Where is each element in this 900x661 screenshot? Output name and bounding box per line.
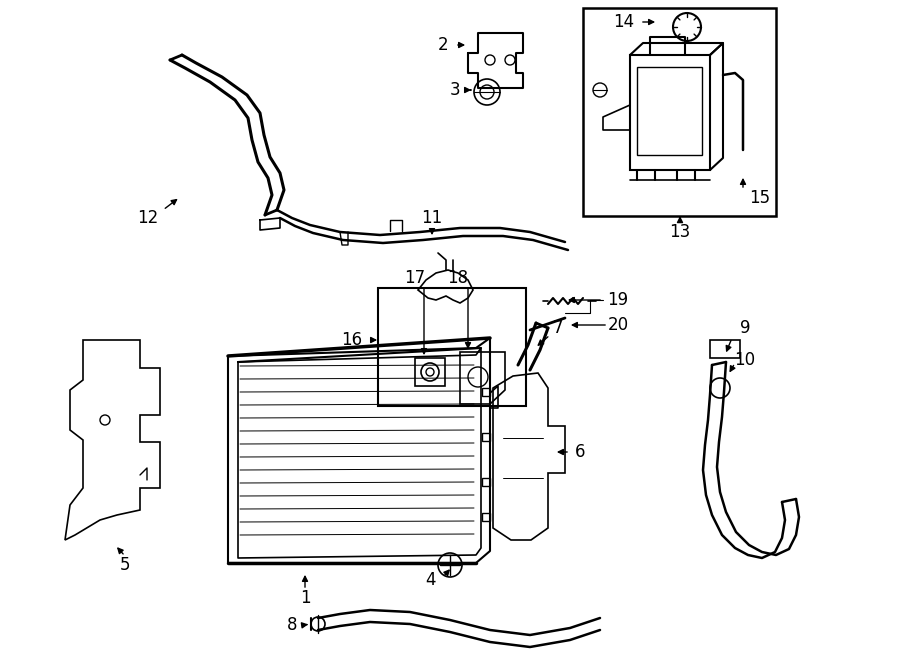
Bar bbox=[710, 340, 740, 358]
Text: 11: 11 bbox=[421, 209, 443, 227]
Text: 13: 13 bbox=[670, 223, 690, 241]
Bar bbox=[378, 288, 526, 406]
Text: 18: 18 bbox=[447, 269, 469, 287]
Text: 5: 5 bbox=[120, 556, 130, 574]
Text: 19: 19 bbox=[608, 291, 628, 309]
Bar bbox=[482, 478, 490, 486]
Bar bbox=[482, 433, 490, 441]
Text: 16: 16 bbox=[341, 331, 363, 349]
Text: 8: 8 bbox=[287, 616, 297, 634]
Text: 10: 10 bbox=[734, 351, 756, 369]
Text: 4: 4 bbox=[425, 571, 436, 589]
Text: 14: 14 bbox=[614, 13, 634, 31]
Text: 2: 2 bbox=[437, 36, 448, 54]
Text: 15: 15 bbox=[750, 189, 770, 207]
Bar bbox=[482, 513, 490, 521]
Text: 3: 3 bbox=[450, 81, 460, 99]
Bar bbox=[583, 8, 776, 216]
Text: 1: 1 bbox=[300, 589, 310, 607]
Text: 12: 12 bbox=[138, 209, 158, 227]
Text: 9: 9 bbox=[740, 319, 751, 337]
Text: 20: 20 bbox=[608, 316, 628, 334]
Bar bbox=[482, 388, 490, 396]
Text: 6: 6 bbox=[575, 443, 585, 461]
Text: 17: 17 bbox=[404, 269, 426, 287]
Bar bbox=[637, 67, 702, 155]
Text: 7: 7 bbox=[553, 319, 563, 337]
